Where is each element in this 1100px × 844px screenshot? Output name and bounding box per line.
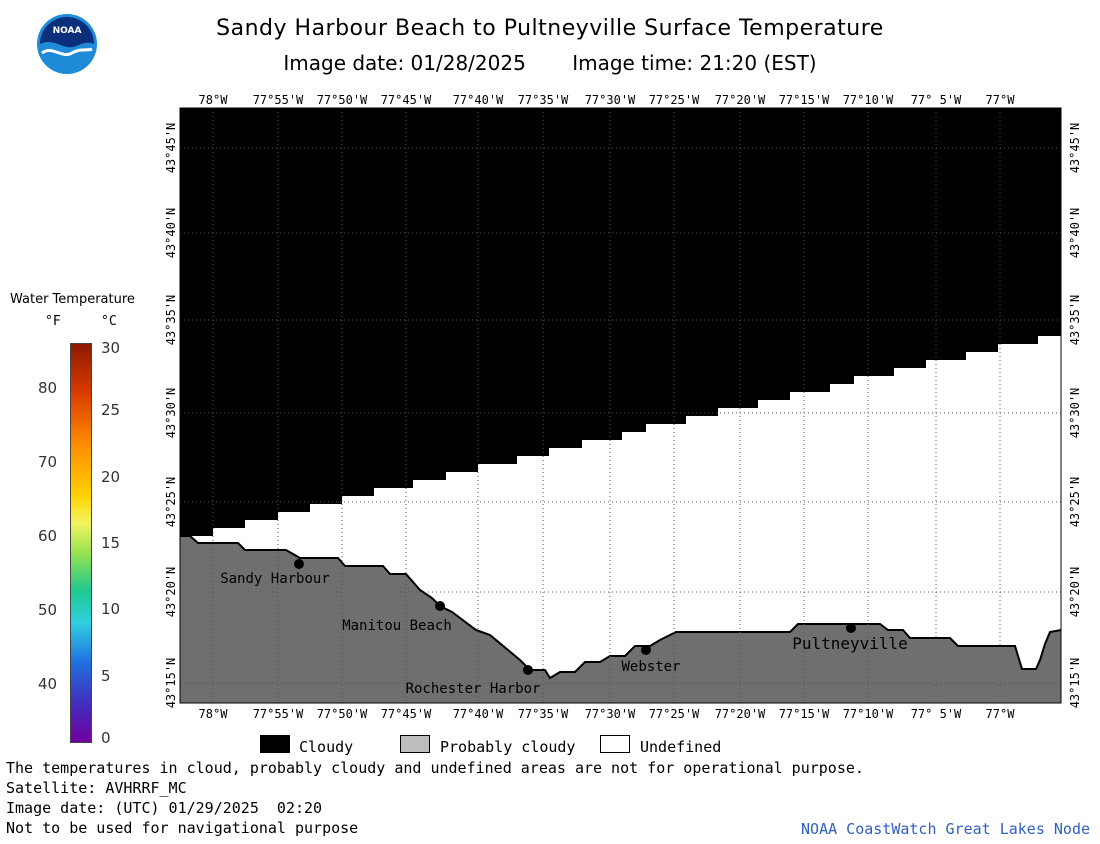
fahrenheit-tick: 50 <box>38 601 58 619</box>
lon-label: 78°W <box>199 93 229 107</box>
lat-label: 43°35'N <box>1068 295 1082 346</box>
lat-label: 43°15'N <box>1068 658 1082 709</box>
lon-label: 77°50'W <box>317 707 368 721</box>
celsius-tick: 15 <box>101 534 121 552</box>
image-date: Image date: 01/28/2025 <box>283 51 526 75</box>
place-dot <box>523 665 533 675</box>
land-area <box>180 536 1061 703</box>
lat-label: 43°30'N <box>164 388 178 439</box>
lon-label: 77°45'W <box>381 707 432 721</box>
lat-label: 43°45'N <box>164 123 178 174</box>
celsius-tick: 10 <box>101 600 121 618</box>
lat-label: 43°35'N <box>164 295 178 346</box>
lat-label: 43°25'N <box>1068 477 1082 528</box>
lat-label: 43°20'N <box>164 567 178 618</box>
disclaimer: Not to be used for navigational purpose <box>6 819 359 837</box>
lat-label: 43°45'N <box>1068 123 1082 174</box>
fahrenheit-tick: 70 <box>38 453 58 471</box>
lon-label: 77°25'W <box>649 93 700 107</box>
footer-note: The temperatures in cloud, probably clou… <box>6 759 864 777</box>
place-label: Sandy Harbour <box>220 571 330 587</box>
cloudy-swatch <box>260 735 290 753</box>
lat-label: 43°20'N <box>1068 567 1082 618</box>
utc-date: Image date: (UTC) 01/29/2025 02:20 <box>6 799 323 817</box>
lat-label: 43°40'N <box>1068 208 1082 259</box>
latitude-labels-right: 43°45'N 43°40'N 43°35'N 43°30'N 43°25'N 43°20… <box>1068 123 1082 709</box>
lat-label: 43°25'N <box>164 477 178 528</box>
lon-label: 77°55'W <box>253 93 304 107</box>
graticule <box>180 108 1061 703</box>
place-dot <box>846 623 856 633</box>
place-label: Webster <box>621 659 680 675</box>
lon-label: 77°25'W <box>649 707 700 721</box>
lon-label: 77°15'W <box>779 93 830 107</box>
image-time: Image time: 21:20 (EST) <box>572 51 817 75</box>
lon-label: 77°10'W <box>843 93 894 107</box>
place-dot <box>641 645 651 655</box>
probably-cloudy-swatch <box>400 735 430 753</box>
lon-label: 77°50'W <box>317 93 368 107</box>
lon-label: 77°W <box>986 93 1016 107</box>
undefined-label: Undefined <box>640 738 722 756</box>
lon-label: 77°40'W <box>453 93 504 107</box>
place-markers: Sandy Harbour Manitou Beach Rochester Harb… <box>220 559 908 697</box>
longitude-labels-bottom: 78°W 77°55'W 77°50'W 77°45'W 77°40'W 77°35'W 7… <box>199 707 1016 721</box>
fahrenheit-tick: 40 <box>38 675 58 693</box>
place-dot <box>294 559 304 569</box>
lon-label: 77°15'W <box>779 707 830 721</box>
place-dot <box>435 601 445 611</box>
map-border <box>179 107 1062 704</box>
lon-label: 77°30'W <box>585 93 636 107</box>
satellite-info: Satellite: AVHRRF_MC <box>6 779 187 797</box>
lon-label: 77°55'W <box>253 707 304 721</box>
place-label: Manitou Beach <box>342 618 452 634</box>
lon-label: 77°20'W <box>715 707 766 721</box>
fahrenheit-tick: 80 <box>38 379 58 397</box>
fahrenheit-tick: 60 <box>38 527 58 545</box>
place-label: Rochester Harbor <box>406 681 541 697</box>
place-label: Pultneyville <box>792 634 908 653</box>
lon-label: 77°30'W <box>585 707 636 721</box>
map-subtitle: Image date: 01/28/2025 Image time: 21:20… <box>150 51 950 75</box>
lon-label: 77°20'W <box>715 93 766 107</box>
undefined-swatch <box>600 735 630 753</box>
lon-label: 77°35'W <box>518 93 569 107</box>
celsius-tick: 20 <box>101 468 121 486</box>
lon-label: 77°45'W <box>381 93 432 107</box>
celsius-tick: 0 <box>101 729 111 747</box>
colorbar-title: Water Temperature <box>10 292 135 307</box>
unit-fahrenheit: °F <box>45 314 61 329</box>
unit-celsius: °C <box>101 314 117 329</box>
credit-link[interactable]: NOAA CoastWatch Great Lakes Node <box>801 820 1090 838</box>
latitude-labels-left: 43°45'N 43°40'N 43°35'N 43°30'N 43°25'N 43°20… <box>164 123 178 709</box>
lon-label: 77° 5'W <box>911 93 962 107</box>
lon-label: 77°10'W <box>843 707 894 721</box>
probably-cloudy-label: Probably cloudy <box>440 738 576 756</box>
celsius-tick: 30 <box>101 339 121 357</box>
lon-label: 77°W <box>986 707 1016 721</box>
lon-label: 77°40'W <box>453 707 504 721</box>
longitude-labels-top: 78°W 77°55'W 77°50'W 77°45'W 77°40'W 77°35'W 7… <box>199 93 1016 107</box>
coastline <box>180 535 1062 680</box>
noaa-logo: NOAA <box>37 14 97 74</box>
lon-label: 78°W <box>199 707 229 721</box>
celsius-tick: 5 <box>101 667 111 685</box>
map-title: Sandy Harbour Beach to Pultneyville Surf… <box>216 16 884 41</box>
celsius-tick: 25 <box>101 401 121 419</box>
temperature-colorbar <box>70 343 92 743</box>
lat-label: 43°15'N <box>164 658 178 709</box>
lon-label: 77° 5'W <box>911 707 962 721</box>
lat-label: 43°40'N <box>164 208 178 259</box>
logo-text: NOAA <box>53 26 82 36</box>
cloudy-label: Cloudy <box>299 738 354 756</box>
lat-label: 43°30'N <box>1068 388 1082 439</box>
lon-label: 77°35'W <box>518 707 569 721</box>
cloud-area <box>180 108 1061 536</box>
